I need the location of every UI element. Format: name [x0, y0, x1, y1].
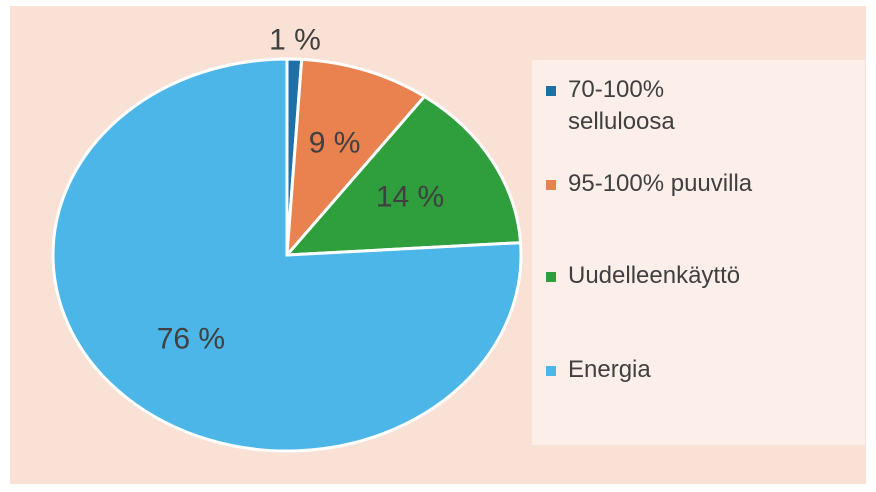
legend-label: Uudelleenkäyttö: [568, 262, 741, 289]
pie-slice: [285, 57, 427, 260]
legend-item: 70-100% selluloosa: [546, 74, 876, 138]
legend-swatch: [546, 180, 556, 190]
legend-item: Uudelleenkäyttö: [546, 260, 876, 292]
pie-slice: [51, 57, 523, 453]
legend-item: 95-100% puuvilla: [546, 168, 876, 200]
data-label: 1 %: [269, 23, 321, 56]
pie-slice: [283, 94, 523, 257]
legend-label: 95-100% puuvilla: [568, 170, 753, 197]
data-label: 9 %: [309, 126, 361, 159]
legend-swatch: [546, 272, 556, 282]
legend-item: Energia: [546, 354, 876, 386]
legend-label: Energia: [568, 356, 651, 383]
legend-swatch: [546, 366, 556, 376]
legend: 70-100% selluloosa 95-100% puuvilla Uudell…: [532, 60, 865, 445]
legend-label: 70-100% selluloosa: [568, 76, 675, 135]
legend-swatch: [546, 86, 556, 96]
data-label: 76 %: [157, 323, 225, 356]
data-label: 14 %: [376, 180, 444, 213]
